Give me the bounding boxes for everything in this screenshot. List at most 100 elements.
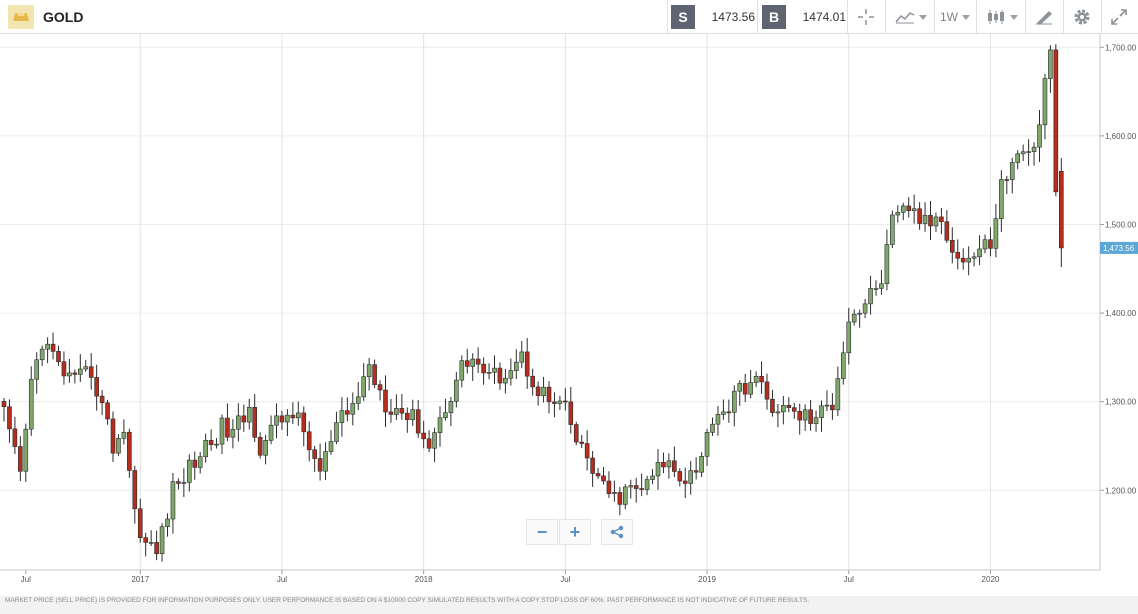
candle-up xyxy=(470,358,476,367)
candle-down xyxy=(257,437,263,456)
candle-down xyxy=(791,407,797,412)
candle-down xyxy=(208,440,214,445)
candle-down xyxy=(481,363,486,374)
candle-up xyxy=(1015,153,1021,163)
price-chart[interactable]: 1,200.00 1,300.00 1,400.00 1,500.00 1,600.00… xyxy=(0,34,1138,596)
gold-bar-icon xyxy=(8,5,34,29)
candle-up xyxy=(165,518,170,527)
toolbar-divider xyxy=(885,0,886,34)
y-tick-label: 1,600.00 xyxy=(1105,132,1137,141)
zoom-in-button[interactable]: + xyxy=(559,519,591,545)
candle-up xyxy=(508,370,514,379)
chart-type-button[interactable] xyxy=(982,4,1022,30)
x-tick-label: 2019 xyxy=(698,575,716,584)
indicators-button[interactable] xyxy=(892,4,930,30)
drawing-tools-button[interactable] xyxy=(1030,4,1058,30)
zoom-out-button[interactable]: − xyxy=(526,519,558,545)
candle-down xyxy=(524,351,530,377)
sell-price-box[interactable]: S 1473.56 xyxy=(671,5,761,29)
candle-up xyxy=(197,456,203,468)
candle-up xyxy=(999,179,1004,219)
gear-icon xyxy=(1074,9,1090,25)
toolbar-divider xyxy=(1063,0,1064,34)
candle-down xyxy=(241,415,247,423)
candle-up xyxy=(819,405,824,419)
candle-down xyxy=(928,214,933,227)
buy-price-box[interactable]: B 1474.01 xyxy=(762,5,852,29)
candle-up xyxy=(1031,146,1037,152)
candle-up xyxy=(486,371,492,374)
candle-down xyxy=(601,475,606,482)
current-price-badge: 1,473.56 xyxy=(1100,241,1138,254)
candle-up xyxy=(159,526,165,555)
candle-down xyxy=(252,406,257,438)
share-button[interactable] xyxy=(601,519,633,545)
candle-down xyxy=(12,428,18,447)
candle-up xyxy=(966,257,971,263)
candle-up xyxy=(922,214,928,224)
candle-up xyxy=(851,313,857,323)
x-tick-label: 2020 xyxy=(982,575,1000,584)
candle-up xyxy=(78,368,83,375)
candle-down xyxy=(563,400,568,403)
candle-up xyxy=(813,417,819,424)
candlestick-series xyxy=(1,44,1064,562)
instrument-header[interactable]: GOLD xyxy=(8,4,83,30)
candle-up xyxy=(236,415,241,430)
candle-up xyxy=(366,364,372,378)
candle-up xyxy=(339,410,345,423)
candle-up xyxy=(45,343,50,350)
candle-up xyxy=(350,403,356,415)
candle-up xyxy=(67,372,72,377)
candle-up xyxy=(895,211,901,216)
candle-down xyxy=(176,481,181,484)
candle-down xyxy=(906,205,912,211)
toolbar-divider xyxy=(934,0,935,34)
timeframe-selector[interactable]: 1W xyxy=(938,4,972,30)
candle-down xyxy=(830,404,835,411)
buy-price: 1474.01 xyxy=(802,10,846,24)
candle-up xyxy=(394,408,399,415)
minus-icon: − xyxy=(536,522,548,542)
candle-down xyxy=(808,409,813,424)
candle-up xyxy=(83,366,89,370)
candle-up xyxy=(203,440,208,458)
candle-up xyxy=(802,409,808,421)
candle-down xyxy=(388,411,394,415)
settings-button[interactable] xyxy=(1068,4,1096,30)
x-tick-label: Jul xyxy=(844,575,854,584)
candle-down xyxy=(399,408,405,414)
candle-down xyxy=(312,449,317,459)
candle-down xyxy=(464,360,470,367)
sell-price: 1473.56 xyxy=(711,10,755,24)
candle-up xyxy=(890,214,895,245)
candle-down xyxy=(56,351,61,363)
candle-up xyxy=(268,424,274,441)
candle-up xyxy=(748,382,753,395)
candle-up xyxy=(612,492,617,494)
candle-up xyxy=(879,283,884,289)
candle-down xyxy=(568,401,574,425)
candle-up xyxy=(840,352,846,379)
candle-down xyxy=(606,480,612,494)
candle-up xyxy=(214,443,219,446)
chevron-down-icon xyxy=(1010,14,1018,20)
candle-down xyxy=(317,458,323,472)
x-tick-label: 2018 xyxy=(415,575,433,584)
crosshair-button[interactable] xyxy=(852,4,880,30)
candle-up xyxy=(699,456,704,473)
candle-down xyxy=(595,473,601,477)
candle-down xyxy=(88,366,94,378)
candle-up xyxy=(328,441,334,452)
y-tick-label: 1,700.00 xyxy=(1105,43,1137,52)
fullscreen-button[interactable] xyxy=(1106,4,1132,30)
candle-up xyxy=(1026,151,1031,153)
candle-up xyxy=(148,542,154,544)
candle-down xyxy=(988,239,993,249)
candle-down xyxy=(415,409,421,434)
y-tick-label: 1,200.00 xyxy=(1105,486,1137,495)
candle-down xyxy=(372,364,377,385)
candle-down xyxy=(137,508,143,538)
candle-down xyxy=(279,415,285,423)
candle-down xyxy=(617,492,623,505)
